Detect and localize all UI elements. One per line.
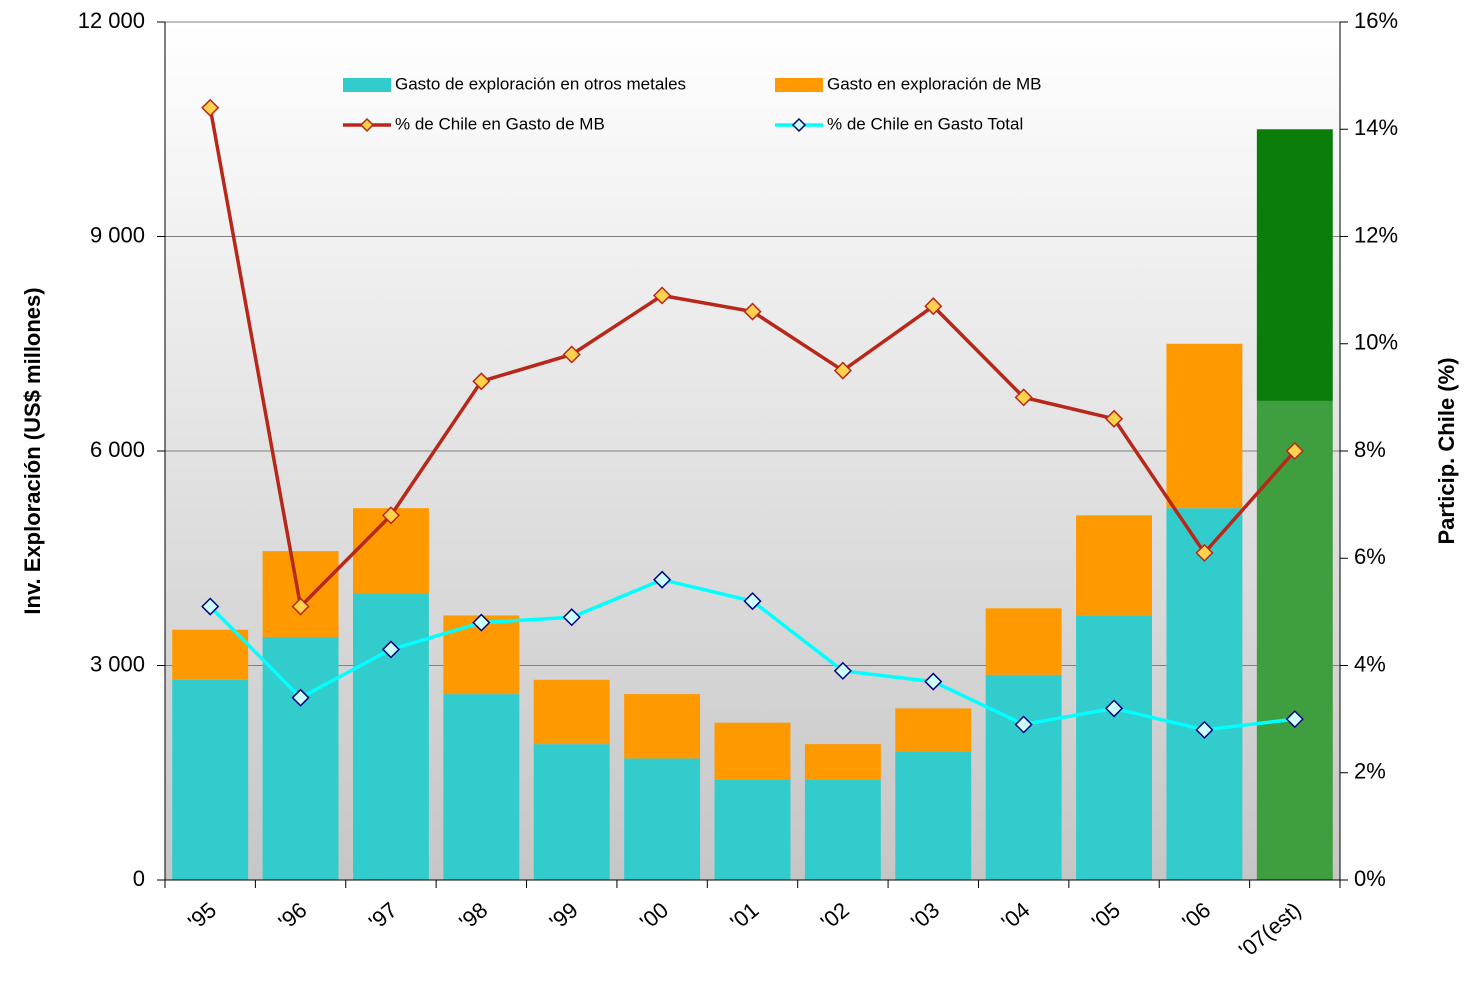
y2-tick-label: 16% (1354, 8, 1398, 33)
bar (895, 751, 972, 880)
marker (291, 688, 310, 707)
marker (1285, 710, 1304, 729)
legend-swatch (343, 78, 391, 92)
marker (833, 661, 852, 680)
legend-label: % de Chile en Gasto Total (827, 114, 1023, 133)
y2-tick-label: 10% (1354, 330, 1398, 355)
marker (1104, 409, 1124, 428)
y2-tick-label: 2% (1354, 759, 1386, 784)
y-tick-label: 6 000 (90, 437, 145, 462)
x-tick-label: '05 (1087, 897, 1125, 935)
bar (1076, 615, 1152, 880)
bar (1256, 400, 1333, 880)
marker (201, 597, 220, 616)
marker (924, 672, 943, 691)
marker (1014, 715, 1033, 734)
marker (291, 597, 310, 616)
bar (624, 694, 701, 759)
marker (1104, 699, 1124, 718)
bar (804, 744, 881, 780)
bar (533, 679, 610, 745)
y-tick-label: 9 000 (90, 222, 145, 247)
y2-tick-label: 8% (1354, 437, 1386, 462)
x-tick-label: '99 (545, 897, 583, 935)
x-tick-label: '97 (364, 897, 402, 935)
marker (743, 592, 762, 611)
bar (624, 758, 701, 880)
bar (172, 629, 249, 680)
marker (381, 506, 401, 525)
x-tick-label: '95 (183, 897, 221, 935)
marker (472, 372, 491, 391)
x-tick-label: '04 (997, 897, 1035, 935)
legend-label: % de Chile en Gasto de MB (395, 114, 605, 133)
marker (472, 613, 491, 632)
bar (262, 551, 339, 637)
bar (262, 636, 339, 880)
marker (1195, 720, 1214, 739)
y2-tick-label: 4% (1354, 651, 1386, 676)
x-tick-label: '00 (635, 897, 673, 935)
legend-marker (791, 117, 807, 133)
bar (172, 679, 249, 880)
legend-label: Gasto de exploración en otros metales (395, 74, 686, 93)
y2-tick-label: 6% (1354, 544, 1386, 569)
marker (1285, 441, 1304, 461)
y-axis-title: Inv. Exploración (US$ millones) (20, 287, 45, 614)
bar (985, 608, 1062, 675)
x-tick-label: '98 (454, 897, 492, 935)
marker (562, 345, 581, 364)
y2-tick-label: 0% (1354, 866, 1386, 891)
marker (1014, 388, 1033, 407)
y2-tick-label: 14% (1354, 115, 1398, 140)
bar (895, 708, 972, 752)
marker (743, 302, 762, 321)
bar (443, 694, 520, 880)
y-tick-label: 0 (133, 866, 145, 891)
legend-label: Gasto en exploración de MB (827, 74, 1042, 93)
x-tick-label: '01 (725, 897, 763, 935)
marker (924, 297, 943, 316)
x-tick-label: '03 (906, 897, 944, 935)
marker (562, 608, 581, 627)
y2-tick-label: 12% (1354, 222, 1398, 247)
bar (353, 594, 429, 880)
y-tick-label: 12 000 (78, 8, 145, 33)
marker (653, 570, 672, 589)
bar (1166, 508, 1243, 880)
marker (381, 640, 401, 659)
bar (985, 674, 1062, 880)
x-tick-label: '02 (816, 897, 854, 935)
marker (1195, 543, 1214, 562)
y2-axis-title: Particip. Chile (%) (1434, 357, 1459, 544)
bar (533, 744, 610, 880)
y-tick-label: 3 000 (90, 651, 145, 676)
bar (1166, 343, 1243, 509)
bar (714, 779, 791, 880)
bar (1076, 515, 1152, 616)
x-tick-label: '96 (273, 897, 311, 935)
legend-swatch (775, 78, 823, 92)
x-tick-label: '07(est) (1234, 897, 1306, 963)
marker (653, 286, 672, 305)
marker (201, 98, 220, 117)
legend-marker (359, 117, 375, 133)
bar (804, 779, 881, 880)
bar (714, 722, 791, 780)
marker (833, 361, 852, 380)
bar (1256, 129, 1333, 401)
x-tick-label: '06 (1177, 897, 1215, 935)
